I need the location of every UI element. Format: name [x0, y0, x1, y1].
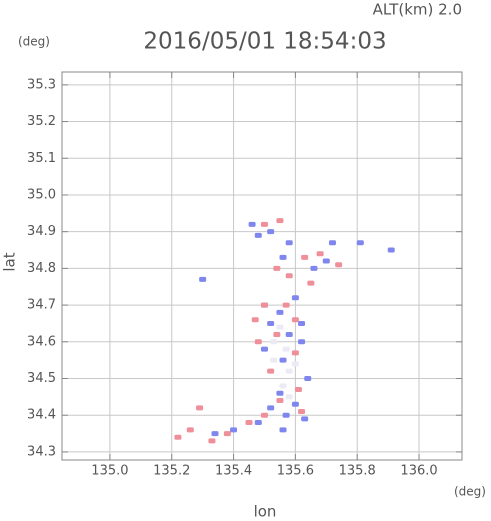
echo-cell [304, 376, 312, 382]
echo-cell [260, 412, 268, 418]
y-tick-label: 34.8 [27, 261, 56, 276]
y-unit: (deg) [18, 35, 50, 49]
chart-title: 2016/05/01 18:54:03 [143, 29, 386, 55]
echo-cell [276, 390, 284, 396]
echo-cell [335, 262, 343, 268]
echo-cell [387, 247, 395, 253]
x-unit: (deg) [454, 485, 486, 499]
echo-cell [276, 218, 284, 224]
echo-cell [273, 265, 281, 271]
x-tick-label: 135.2 [153, 464, 190, 479]
echo-cell [276, 324, 284, 330]
y-tick-label: 34.5 [27, 371, 56, 386]
echo-cell [298, 409, 306, 415]
y-tick-label: 35.1 [27, 151, 56, 166]
echo-cell [307, 280, 315, 286]
y-tick-label: 34.9 [27, 224, 56, 239]
echo-cell [291, 361, 299, 367]
echo-cell [270, 339, 278, 345]
echo-cell [267, 320, 275, 326]
echo-cell [291, 401, 299, 407]
x-axis-label: lon [254, 503, 277, 521]
y-axis-label: lat [1, 252, 19, 271]
echo-cell [279, 254, 287, 260]
echo-cell [267, 368, 275, 374]
echo-cell [279, 427, 287, 433]
echo-cell [291, 317, 299, 323]
x-tick-label: 135.4 [215, 464, 252, 479]
echo-cell [186, 427, 194, 433]
echo-cell [285, 394, 293, 400]
altitude-label: ALT(km) 2.0 [373, 1, 462, 19]
x-tick-label: 135.6 [277, 464, 314, 479]
echo-cell [279, 357, 287, 363]
echo-cell [273, 331, 281, 337]
echo-cell [254, 232, 262, 238]
echo-cell [276, 398, 284, 404]
y-tick-label: 35.3 [27, 77, 56, 92]
echo-cell [196, 405, 204, 411]
echo-cell [285, 368, 293, 374]
echo-cell [245, 420, 253, 426]
echo-cell [223, 431, 231, 437]
echo-cell [285, 331, 293, 337]
echo-cell [301, 254, 309, 260]
echo-cell [260, 302, 268, 308]
echo-cell [285, 273, 293, 279]
y-tick-label: 35.2 [27, 114, 56, 129]
echo-cell [276, 309, 284, 315]
echo-cell [291, 350, 299, 356]
echo-cell [310, 265, 318, 271]
x-tick-label: 135.0 [91, 464, 128, 479]
echo-cell [282, 412, 290, 418]
echo-cell [282, 302, 290, 308]
echo-cell [211, 431, 219, 437]
plot-frame [61, 71, 463, 461]
x-tick-label: 136.0 [400, 464, 437, 479]
echo-cell [199, 276, 207, 282]
echo-cell [316, 251, 324, 257]
echo-cell [254, 420, 262, 426]
y-tick-label: 34.6 [27, 334, 56, 349]
echo-cell [270, 357, 278, 363]
echo-cell [322, 258, 330, 264]
echo-cell [282, 346, 290, 352]
echo-cell [294, 387, 302, 393]
echo-cell [279, 383, 287, 389]
echo-cell [230, 427, 238, 433]
echo-cell [260, 221, 268, 227]
x-tick-label: 135.8 [339, 464, 376, 479]
echo-cell [356, 240, 364, 246]
echo-cell [328, 240, 336, 246]
echo-cell [267, 405, 275, 411]
y-tick-label: 34.3 [27, 444, 56, 459]
y-tick-label: 34.7 [27, 298, 56, 313]
echo-cell [251, 317, 259, 323]
echo-cell [174, 434, 182, 440]
y-tick-label: 34.4 [27, 408, 56, 423]
echo-cell [267, 229, 275, 235]
echo-cell [298, 339, 306, 345]
y-tick-label: 35.0 [27, 187, 56, 202]
echo-cell [301, 416, 309, 422]
echo-cell [208, 438, 216, 444]
echo-cell [285, 240, 293, 246]
echo-cell [248, 221, 256, 227]
echo-cell [291, 295, 299, 301]
echo-cell [298, 320, 306, 326]
echo-cell [260, 346, 268, 352]
echo-cell [254, 339, 262, 345]
